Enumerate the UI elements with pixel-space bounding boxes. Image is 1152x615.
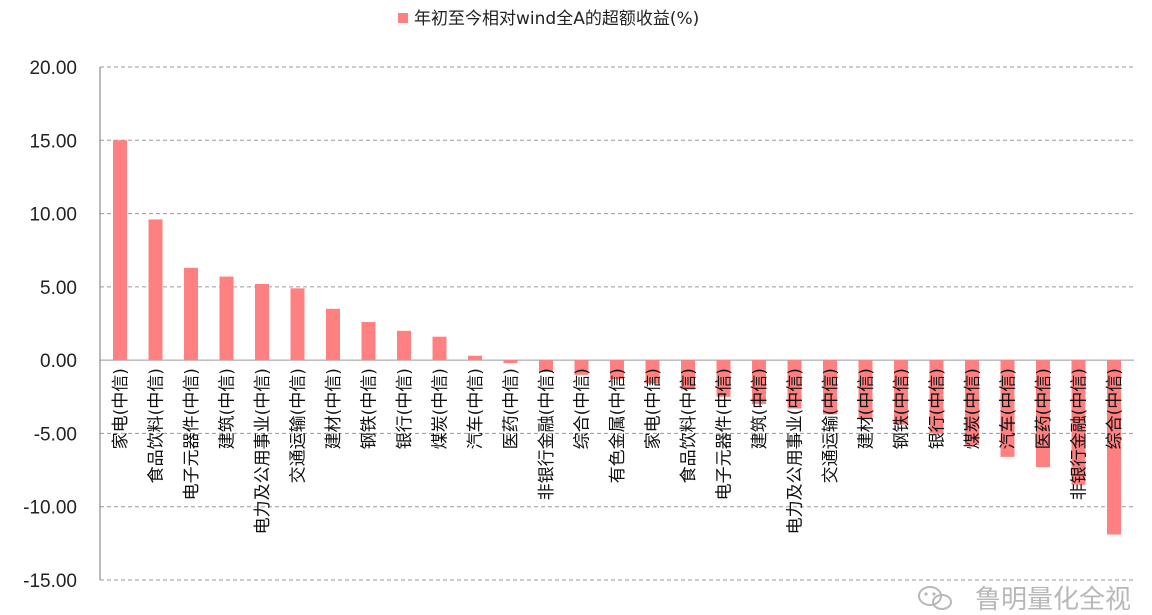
category-label: 钢铁(中信) [360,368,380,449]
category-label: 建筑(中信) [750,368,770,449]
y-tick-label: 20.00 [29,58,77,79]
category-label: 电子元器件(中信) [182,368,202,500]
bar [113,140,127,361]
category-label: 非银行金融(中信) [1070,368,1090,500]
category-label: 医药(中信) [1034,368,1054,449]
bar [1036,360,1050,468]
category-label: 煤炭(中信) [963,368,983,449]
y-axis: 20.00 15.00 10.00 5.00 0.00 -5.00 -10.00 -15.00 [23,58,101,592]
category-label: 电力及公用事业(中信) [786,368,806,534]
bar [574,360,589,375]
bar [787,360,802,409]
bar [929,360,944,434]
bar [432,336,447,361]
bar [468,355,482,361]
y-tick-label: -10.00 [23,498,77,519]
bars [113,140,1121,535]
bar [397,330,411,361]
category-label: 银行(中信) [928,368,948,449]
bar [219,276,234,361]
legend-swatch [398,13,408,23]
bar [681,360,695,390]
category-label: 电子元器件(中信) [715,368,735,500]
bar [1000,360,1015,457]
bar [610,360,624,380]
category-label: 电力及公用事业(中信) [253,368,273,534]
category-label: 综合(中信) [1105,368,1125,449]
legend-label: 年初至今相对wind全A的超额收益(%) [414,9,699,29]
bar [645,360,660,384]
category-labels: 家电(中信) 食品饮料(中信) 电子元器件(中信) 建筑(中信) 电力及公用事业(中信)… [111,368,1125,534]
category-label: 银行(中信) [395,368,415,449]
category-label: 交通运输(中信) [289,368,309,483]
category-label: 钢铁(中信) [892,368,912,449]
category-label: 汽车(中信) [466,368,486,449]
category-label: 交通运输(中信) [821,368,841,483]
y-tick-label: 15.00 [29,131,77,152]
y-tick-label: 10.00 [29,205,77,226]
bar [716,360,731,397]
wechat-icon [918,586,952,610]
category-label: 食品饮料(中信) [147,368,167,483]
bar [752,360,766,405]
bar [290,288,305,361]
bar [1107,360,1121,535]
category-label: 综合(中信) [573,368,593,449]
bar [361,322,376,361]
bar [858,360,873,419]
bar [503,360,518,364]
bar [823,360,837,415]
category-label: 家电(中信) [111,368,131,449]
y-tick-label: -15.00 [23,571,77,592]
category-label: 有色金属(中信) [608,368,628,483]
category-label: 非银行金融(中信) [537,368,557,500]
category-label: 建材(中信) [857,368,877,449]
category-label: 汽车(中信) [999,368,1019,449]
y-tick-label: 5.00 [40,278,77,299]
category-label: 家电(中信) [644,368,664,449]
category-label: 建材(中信) [324,368,344,449]
category-label: 煤炭(中信) [431,368,451,449]
watermark-text: 鲁明量化全视 [975,585,1131,615]
bar [965,360,979,446]
category-label: 医药(中信) [502,368,522,449]
bar [1071,360,1086,485]
watermark: 鲁明量化全视 [918,585,1131,615]
bar [255,283,269,361]
category-label: 食品饮料(中信) [679,368,699,483]
legend: 年初至今相对wind全A的超额收益(%) [398,9,699,29]
bar [184,267,198,361]
y-tick-label: 0.00 [40,351,77,372]
y-tick-label: -5.00 [34,424,77,445]
category-label: 建筑(中信) [218,368,238,449]
bar [894,360,908,425]
bar [326,308,340,361]
bar [148,219,163,361]
bar [539,360,553,372]
